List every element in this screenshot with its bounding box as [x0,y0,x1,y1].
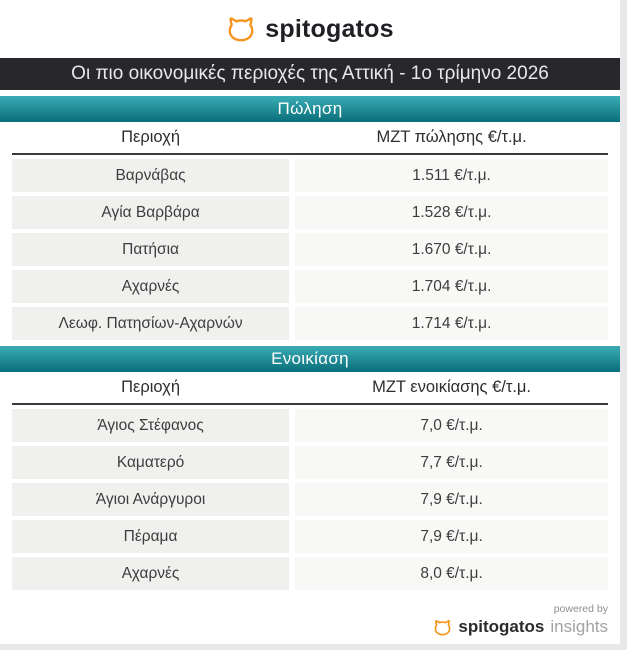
footer-brand-suffix: insights [550,617,608,636]
value-cell: 8,0 €/τ.μ. [295,557,608,590]
section-heading-rent: Ενοικίαση [0,346,620,372]
footer: powered by spitogatos insights [0,603,620,637]
value-cell: 1.714 €/τ.μ. [295,307,608,340]
powered-by-label: powered by [553,603,608,615]
value-cell: 1.511 €/τ.μ. [295,159,608,192]
table-body-rent: Άγιος Στέφανος 7,0 €/τ.μ. Καματερό 7,7 €/τ.… [0,409,620,590]
value-cell: 1.528 €/τ.μ. [295,196,608,229]
table-row: Άγιος Στέφανος 7,0 €/τ.μ. [12,409,608,442]
value-cell: 1.704 €/τ.μ. [295,270,608,303]
section-sale: Πώληση Περιοχή ΜΖΤ πώλησης €/τ.μ. Βαρνάβ… [0,96,620,340]
table-row: Καματερό 7,7 €/τ.μ. [12,446,608,479]
table-row: Λεωφ. Πατησίων-Αχαρνών 1.714 €/τ.μ. [12,307,608,340]
table-row: Άγιοι Ανάργυροι 7,9 €/τ.μ. [12,483,608,516]
column-header-area: Περιοχή [121,128,181,146]
footer-brand-name: spitogatos [458,617,545,636]
table-header-sale: Περιοχή ΜΖΤ πώλησης €/τ.μ. [12,122,608,155]
table-row: Βαρνάβας 1.511 €/τ.μ. [12,159,608,192]
area-cell: Αχαρνές [12,270,290,303]
table-body-sale: Βαρνάβας 1.511 €/τ.μ. Αγία Βαρβάρα 1.528 €/… [0,159,620,340]
section-heading-sale: Πώληση [0,96,620,122]
cat-icon [433,619,452,636]
footer-brand: spitogatos insights [433,617,608,637]
area-cell: Άγιοι Ανάργυροι [12,483,290,516]
table-row: Πατήσια 1.670 €/τ.μ. [12,233,608,266]
column-header-price: ΜΖΤ ενοικίασης €/τ.μ. [372,378,532,396]
table-row: Αχαρνές 1.704 €/τ.μ. [12,270,608,303]
area-cell: Πατήσια [12,233,290,266]
divider [0,90,620,96]
table-row: Αχαρνές 8,0 €/τ.μ. [12,557,608,590]
brand-logo-text: spitogatos [265,14,394,43]
area-cell: Καματερό [12,446,290,479]
area-cell: Λεωφ. Πατησίων-Αχαρνών [12,307,290,340]
table-row: Αγία Βαρβάρα 1.528 €/τ.μ. [12,196,608,229]
section-rent: Ενοικίαση Περιοχή ΜΖΤ ενοικίασης €/τ.μ. … [0,346,620,590]
value-cell: 1.670 €/τ.μ. [295,233,608,266]
area-cell: Βαρνάβας [12,159,290,192]
table-header-rent: Περιοχή ΜΖΤ ενοικίασης €/τ.μ. [12,372,608,405]
area-cell: Αγία Βαρβάρα [12,196,290,229]
value-cell: 7,7 €/τ.μ. [295,446,608,479]
area-cell: Πέραμα [12,520,290,553]
infographic-card: spitogatos Οι πιο οικονομικές περιοχές τ… [0,0,620,644]
area-cell: Αχαρνές [12,557,290,590]
page-title: Οι πιο οικονομικές περιοχές της Αττική -… [0,58,620,90]
brand-header: spitogatos [0,0,620,58]
area-cell: Άγιος Στέφανος [12,409,290,442]
divider [0,340,620,346]
column-header-area: Περιοχή [121,378,181,396]
value-cell: 7,9 €/τ.μ. [295,483,608,516]
value-cell: 7,0 €/τ.μ. [295,409,608,442]
cat-icon [226,15,256,43]
value-cell: 7,9 €/τ.μ. [295,520,608,553]
table-row: Πέραμα 7,9 €/τ.μ. [12,520,608,553]
column-header-price: ΜΖΤ πώλησης €/τ.μ. [376,128,527,146]
